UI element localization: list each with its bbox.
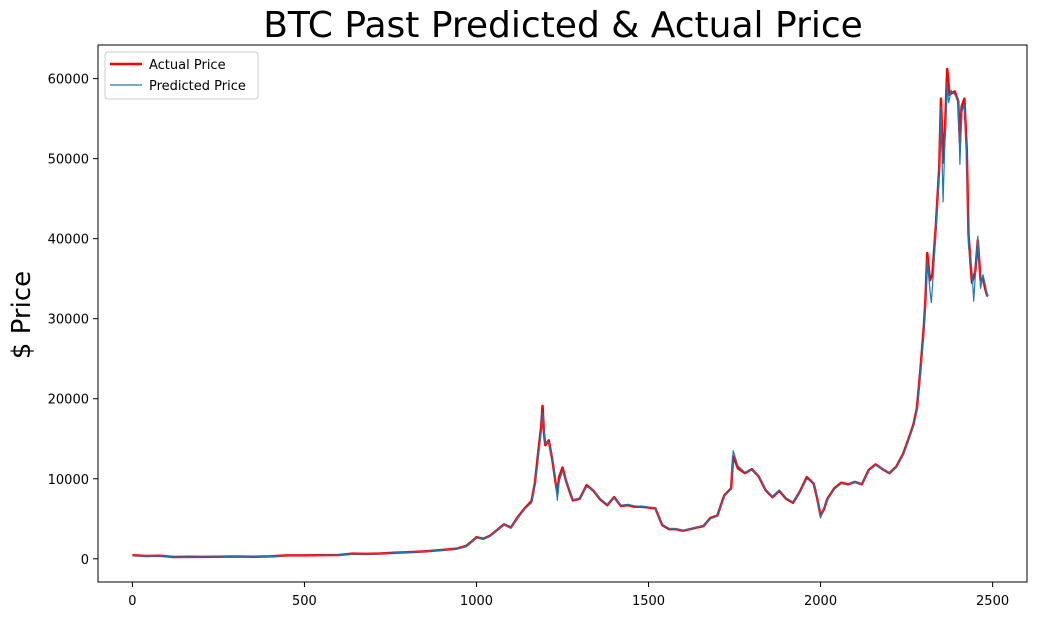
- y-tick-label: 30000: [48, 313, 89, 328]
- legend-label-predicted-price: Predicted Price: [149, 79, 246, 94]
- series-line-predicted-price: [132, 82, 989, 558]
- plot-frame: [97, 44, 1028, 583]
- x-tick-label: 0: [128, 594, 136, 609]
- y-tick-label: 0: [81, 553, 89, 568]
- legend: Actual Price Predicted Price: [104, 51, 259, 100]
- y-tick-label: 20000: [48, 393, 89, 408]
- x-tick-label: 500: [292, 594, 317, 609]
- x-tick-label: 1500: [632, 594, 665, 609]
- series-layer: [132, 67, 989, 559]
- y-axis-label: $ Price: [7, 271, 37, 359]
- x-tick-label: 1000: [460, 594, 493, 609]
- legend-box: [104, 51, 259, 100]
- y-tick-label: 60000: [48, 73, 89, 88]
- plot-area: [98, 45, 1027, 582]
- y-tick-label: 40000: [48, 233, 89, 248]
- y-tick-label: 10000: [48, 473, 89, 488]
- chart-title: BTC Past Predicted & Actual Price: [263, 5, 863, 46]
- x-axis: 0 500 1000 1500 2000 2500: [128, 582, 1009, 609]
- x-tick-label: 2000: [804, 594, 837, 609]
- y-axis: 0 10000 20000 30000 40000 50000 60000: [48, 73, 98, 568]
- x-tick-label: 2500: [976, 594, 1009, 609]
- y-tick-label: 50000: [48, 153, 89, 168]
- legend-label-actual-price: Actual Price: [149, 58, 226, 73]
